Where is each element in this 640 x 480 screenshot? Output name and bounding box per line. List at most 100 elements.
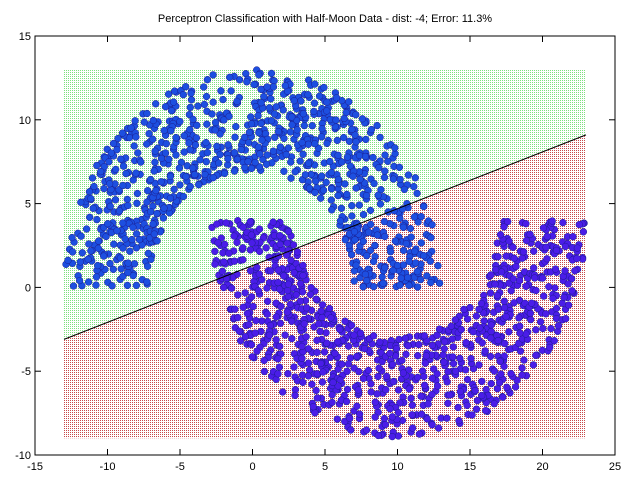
scatter-point [444, 399, 452, 407]
scatter-point [298, 354, 306, 362]
series-upper-moon [62, 66, 444, 291]
scatter-point [137, 158, 145, 166]
scatter-point [376, 200, 385, 208]
scatter-point [230, 232, 238, 240]
scatter-point [152, 100, 160, 108]
scatter-point [380, 414, 389, 423]
scatter-point [122, 169, 130, 178]
scatter-point [254, 112, 262, 120]
scatter-point [331, 349, 339, 358]
scatter-point [428, 221, 436, 229]
scatter-point [132, 281, 141, 290]
scatter-point [347, 321, 356, 329]
scatter-point [149, 220, 157, 228]
scatter-point [487, 321, 495, 329]
scatter-point [414, 352, 422, 360]
scatter-point [362, 191, 371, 200]
scatter-point [333, 136, 341, 145]
scatter-point [391, 237, 400, 245]
scatter-point [346, 414, 354, 423]
scatter-point [487, 327, 495, 336]
scatter-point [374, 191, 382, 199]
scatter-point [345, 98, 353, 106]
scatter-point [302, 304, 311, 312]
scatter-point [358, 115, 367, 123]
scatter-point [350, 277, 358, 285]
scatter-point [355, 151, 364, 160]
scatter-point [247, 341, 256, 349]
scatter-point [316, 327, 324, 336]
scatter-point [287, 174, 295, 182]
scatter-point [234, 291, 242, 299]
scatter-point [532, 286, 540, 295]
scatter-point [538, 274, 547, 282]
scatter-point [144, 187, 152, 195]
scatter-point [561, 267, 569, 275]
scatter-point [235, 76, 244, 84]
scatter-point [362, 135, 370, 144]
scatter-point [539, 324, 547, 333]
scatter-point [505, 237, 513, 245]
scatter-point [353, 352, 361, 361]
scatter-point [313, 394, 321, 402]
scatter-point [282, 150, 290, 159]
scatter-point [379, 279, 387, 287]
scatter-point [231, 133, 239, 141]
scatter-point [277, 302, 285, 311]
scatter-point [328, 206, 336, 214]
scatter-point [359, 237, 367, 246]
scatter-point [560, 293, 568, 302]
scatter-point [500, 303, 509, 312]
scatter-point [289, 241, 298, 249]
scatter-point [347, 250, 356, 259]
scatter-point [360, 344, 369, 353]
scatter-point [320, 83, 328, 92]
scatter-point [247, 293, 256, 301]
scatter-point [323, 107, 331, 115]
scatter-point [463, 315, 472, 323]
scatter-point [222, 219, 230, 227]
scatter-point [89, 204, 97, 212]
scatter-point [507, 369, 515, 378]
scatter-point [247, 231, 256, 239]
scatter-point [189, 115, 197, 123]
scatter-point [296, 157, 304, 165]
scatter-point [475, 361, 483, 369]
scatter-point [392, 344, 401, 353]
scatter-point [542, 243, 550, 251]
scatter-point [271, 133, 279, 141]
scatter-point [532, 326, 540, 334]
scatter-point [274, 355, 282, 363]
y-tick-label: 0 [25, 282, 31, 294]
scatter-point [105, 180, 114, 188]
scatter-point [112, 165, 120, 174]
scatter-point [319, 368, 327, 376]
scatter-point [449, 353, 457, 361]
scatter-point [381, 264, 389, 272]
scatter-point [355, 367, 363, 376]
scatter-point [203, 76, 212, 84]
scatter-point [106, 202, 114, 210]
scatter-point [309, 403, 317, 411]
scatter-point [97, 167, 105, 176]
scatter-point [443, 378, 451, 386]
scatter-point [287, 256, 295, 264]
scatter-point [213, 142, 221, 150]
scatter-point [380, 173, 389, 182]
scatter-point [243, 309, 252, 318]
scatter-point [350, 228, 359, 236]
scatter-point [531, 274, 539, 282]
scatter-point [507, 287, 515, 295]
y-tick-label: -5 [21, 366, 31, 378]
scatter-point [420, 252, 428, 260]
scatter-point [246, 246, 254, 254]
scatter-point [456, 387, 465, 396]
scatter-point [175, 164, 184, 172]
y-tick-label: 15 [19, 31, 31, 43]
scatter-point [218, 267, 227, 275]
scatter-point [283, 239, 291, 247]
scatter-point [327, 314, 335, 322]
scatter-point [573, 254, 581, 263]
scatter-point [375, 164, 383, 172]
scatter-point [440, 358, 448, 366]
